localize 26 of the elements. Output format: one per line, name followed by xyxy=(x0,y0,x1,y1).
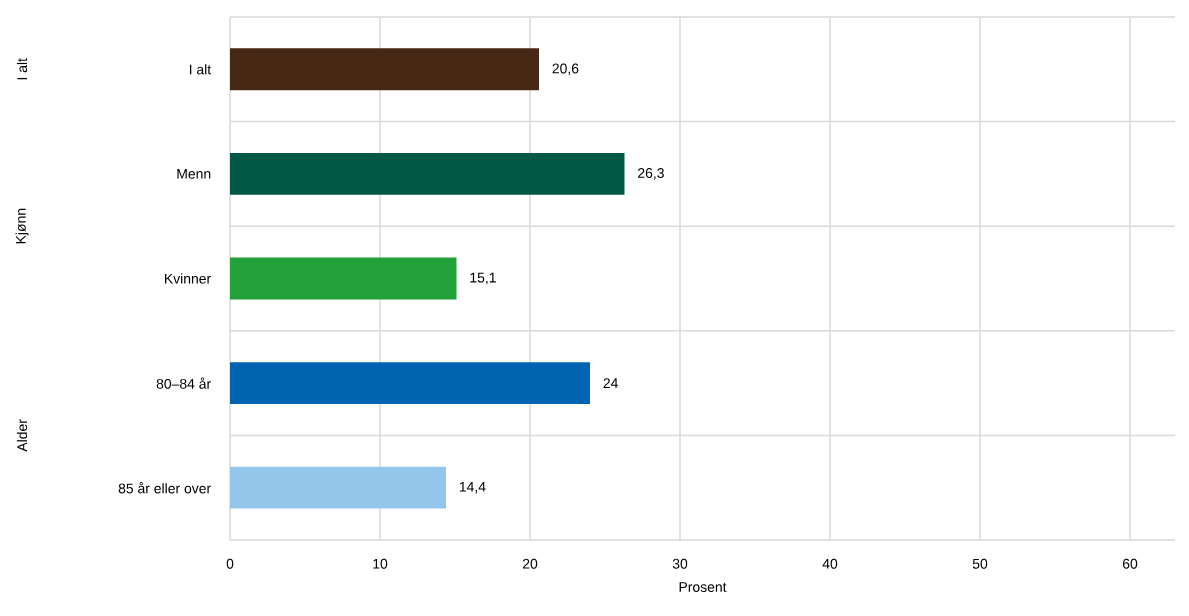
bar xyxy=(230,257,457,300)
data-label: 26,3 xyxy=(638,168,664,180)
x-tick-label: 30 xyxy=(672,558,688,569)
y-tick-label: I alt xyxy=(189,64,212,75)
data-label: 15,1 xyxy=(470,272,496,285)
bar xyxy=(230,362,591,405)
bar xyxy=(230,48,540,91)
text: Kjønn xyxy=(15,208,29,244)
x-tick-label: 20 xyxy=(522,558,538,569)
y-tick-label: Menn xyxy=(177,169,211,179)
x-tick-label: 50 xyxy=(972,558,988,569)
text: I alt xyxy=(16,58,28,80)
x-tick-label: 60 xyxy=(1122,558,1138,569)
data-label: 14,4 xyxy=(459,482,486,494)
x-tick-label: 40 xyxy=(822,558,838,569)
x-tick-label: 10 xyxy=(373,558,388,569)
y-tick-label: 85 år eller over xyxy=(118,482,211,494)
text: Alder xyxy=(16,419,28,452)
data-label: 24 xyxy=(603,378,618,388)
y-tick-label: 80–84 år xyxy=(156,377,211,389)
x-tick-label: 0 xyxy=(226,558,234,569)
bar xyxy=(230,152,625,195)
bar xyxy=(230,466,447,509)
x-axis-title: Prosent xyxy=(679,582,727,592)
data-label: 20,6 xyxy=(552,63,579,76)
y-tick-label: Kvinner xyxy=(165,273,211,284)
